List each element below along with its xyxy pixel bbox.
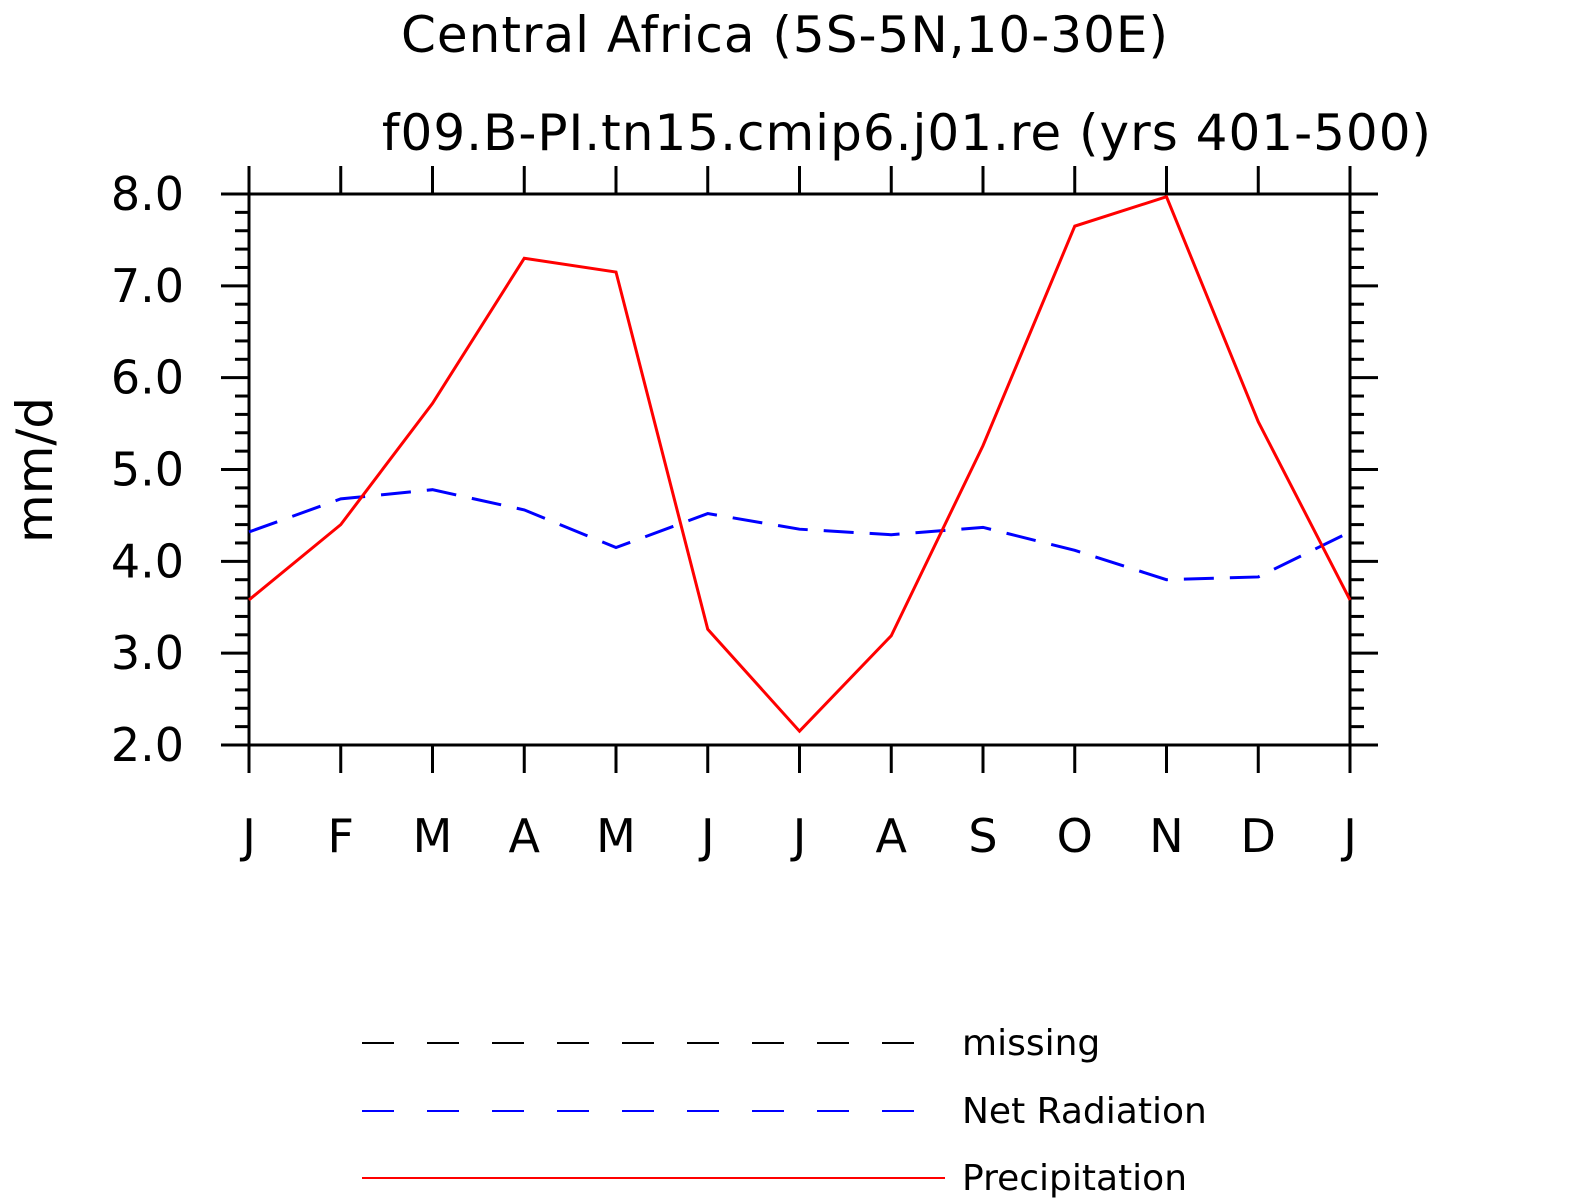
y-tick-label: 6.0 xyxy=(111,351,184,405)
legend-label-missing: missing xyxy=(962,1023,1100,1064)
y-tick-label: 3.0 xyxy=(111,626,184,680)
x-tick-label: F xyxy=(328,809,354,863)
x-tick-label: M xyxy=(413,809,453,863)
x-tick-label: A xyxy=(509,809,541,863)
legend-label-net-radiation: Net Radiation xyxy=(962,1091,1207,1132)
x-tick-label: J xyxy=(239,809,256,863)
x-tick-label: N xyxy=(1149,809,1183,863)
x-tick-label: J xyxy=(698,809,715,863)
legend: missing Net Radiation Precipitation xyxy=(362,1023,1207,1199)
series-line-net-radiation xyxy=(248,488,1351,582)
chart-subtitle: f09.B-PI.tn15.cmip6.j01.re (yrs 401-500) xyxy=(382,104,1432,162)
x-tick-label: S xyxy=(968,809,997,863)
y-tick-label: 8.0 xyxy=(111,167,184,221)
plot-area: 2.0 3.0 4.0 5.0 6.0 7.0 8.0 J F M A M J J A S O N D J xyxy=(111,166,1378,863)
y-tick-label: 5.0 xyxy=(111,443,184,497)
y-axis-label: mm/d xyxy=(6,397,64,543)
x-tick-label: M xyxy=(596,809,636,863)
y-tick-label: 2.0 xyxy=(111,718,184,772)
x-tick-label: A xyxy=(876,809,908,863)
x-tick-label: J xyxy=(790,809,807,863)
legend-label-precipitation: Precipitation xyxy=(962,1158,1187,1199)
plot-frame xyxy=(247,192,1352,747)
x-tick-label: D xyxy=(1241,809,1276,863)
x-tick-label: J xyxy=(1340,809,1357,863)
y-tick-label: 7.0 xyxy=(111,259,184,313)
series-line-precipitation xyxy=(248,194,1352,734)
y-tick-label: 4.0 xyxy=(111,534,184,588)
x-tick-label: O xyxy=(1057,809,1093,863)
chart-title: Central Africa (5S-5N,10-30E) xyxy=(401,6,1169,64)
